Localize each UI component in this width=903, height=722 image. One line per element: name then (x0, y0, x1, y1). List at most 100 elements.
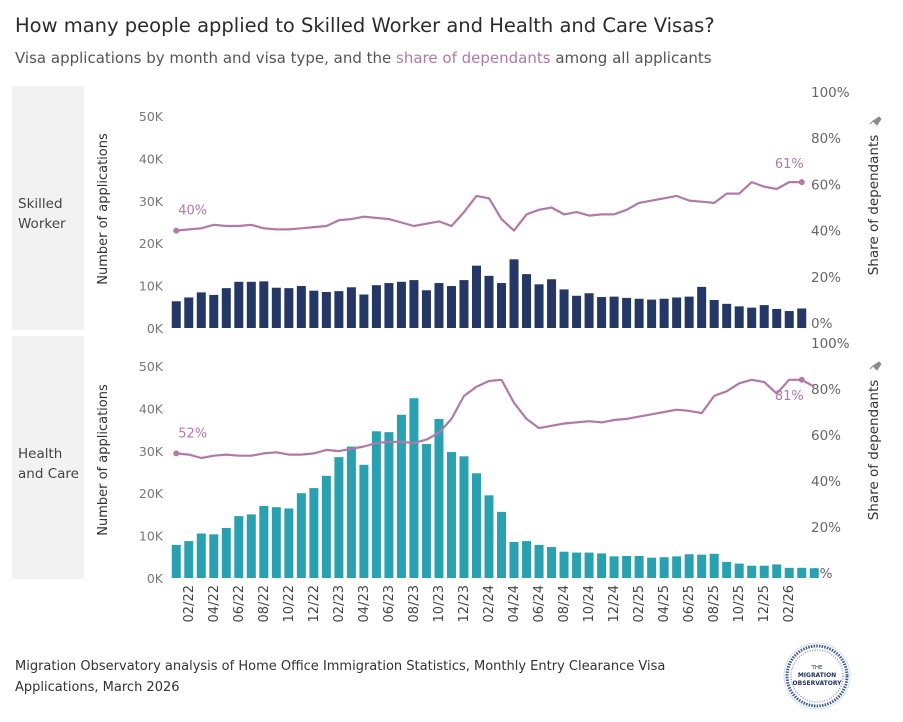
skilled-worker-y-right-label: Share of dependants (866, 135, 882, 276)
skilled-worker-bar (184, 297, 194, 328)
x-tick-label: 10/24 (582, 585, 597, 622)
skilled-worker-y-left-label: Number of applications (96, 133, 111, 285)
health-and-care-label-line: and Care (18, 466, 79, 482)
health-and-care-bar (196, 533, 206, 578)
health-and-care-bar (371, 431, 381, 578)
health-and-care-bar (634, 555, 644, 578)
x-tick-label: 06/23 (382, 585, 397, 622)
health-and-care-label-panel (12, 336, 84, 579)
skilled-worker-y-left-tick: 10K (139, 279, 164, 294)
x-tick-label: 04/25 (657, 585, 672, 622)
health-and-care-bar (734, 563, 744, 578)
skilled-worker-end-point (798, 179, 805, 186)
skilled-worker-end-label: 61% (775, 157, 804, 172)
health-and-care-bar (597, 553, 607, 578)
skilled-worker-y-right-tick: 0% (811, 316, 833, 332)
x-tick-label: 02/23 (332, 585, 347, 622)
skilled-worker-bar (484, 275, 494, 328)
health-and-care-bar (559, 551, 569, 578)
skilled-worker-bar (421, 290, 431, 328)
health-and-care-y-left-tick: 0K (147, 571, 164, 586)
chart-title: How many people applied to Skilled Worke… (15, 14, 715, 37)
health-and-care-bar (384, 432, 394, 578)
health-and-care-bar (497, 511, 507, 578)
health-and-care-pin-icon (869, 361, 882, 371)
health-and-care-bar (759, 565, 769, 578)
skilled-worker-bar (584, 293, 594, 328)
health-and-care-bar (396, 414, 406, 578)
skilled-worker-bar (409, 280, 419, 328)
health-and-care-y-right-tick: 100% (811, 336, 850, 352)
skilled-worker-bar (547, 279, 557, 328)
logo-line-3: OBSERVATORY (793, 680, 843, 687)
health-and-care-bar (584, 552, 594, 578)
health-and-care-bar (234, 516, 244, 578)
skilled-worker-bar (684, 296, 694, 328)
health-and-care-y-left-tick: 30K (139, 444, 164, 459)
skilled-worker-bar (759, 305, 769, 328)
skilled-worker-bar (722, 303, 732, 328)
skilled-worker-bar (296, 286, 306, 328)
health-and-care-start-label: 52% (178, 426, 207, 441)
skilled-worker-y-left-tick: 30K (139, 194, 164, 209)
health-and-care-bar (509, 541, 519, 578)
skilled-worker-bar (497, 283, 507, 328)
health-and-care-bar (522, 541, 532, 578)
health-and-care-y-left-tick: 50K (139, 359, 164, 374)
skilled-worker-y-right-tick: 40% (811, 224, 841, 240)
health-and-care-bar (446, 452, 456, 578)
skilled-worker-bar (659, 298, 669, 328)
health-and-care-y-left-label: Number of applications (96, 384, 111, 536)
skilled-worker-bar (559, 289, 569, 328)
health-and-care-bar (772, 564, 782, 578)
skilled-worker-bar (734, 306, 744, 328)
health-and-care-bar (747, 565, 757, 578)
subtitle-text-before: Visa applications by month and visa type… (15, 49, 397, 67)
health-and-care-bar (547, 547, 557, 578)
skilled-worker-bar (609, 296, 619, 328)
health-and-care-bar (171, 544, 181, 578)
health-and-care-bar (722, 561, 732, 578)
skilled-worker-y-left-tick: 20K (139, 236, 164, 251)
health-and-care-bar (534, 544, 544, 578)
health-and-care-bar (184, 541, 194, 578)
health-and-care-bar (284, 508, 294, 578)
health-and-care-bar (484, 495, 494, 578)
skilled-worker-label-line: Worker (18, 216, 66, 232)
skilled-worker-bar (572, 295, 582, 328)
skilled-worker-bar (171, 301, 181, 328)
health-and-care-bar (271, 507, 281, 578)
health-and-care-bar (684, 554, 694, 578)
x-tick-label: 06/24 (532, 585, 547, 622)
source-note: Migration Observatory analysis of Home O… (15, 659, 666, 695)
health-and-care-bar (459, 456, 469, 578)
health-and-care-bar (209, 534, 219, 578)
health-and-care-bar (809, 568, 819, 578)
health-and-care-bar (421, 444, 431, 578)
skilled-worker-bar (471, 265, 481, 328)
skilled-worker-bar (534, 284, 544, 328)
skilled-worker-bar (346, 287, 356, 328)
visa-applications-chart: Skilled Worker 0K 10K 20K 30K 40K 50K Number of … (12, 85, 882, 622)
x-tick-label: 10/22 (282, 585, 297, 622)
chart-subtitle: Visa applications by month and visa type… (15, 49, 712, 67)
skilled-worker-label-line: Skilled (18, 196, 63, 212)
health-and-care-bar (296, 493, 306, 578)
x-tick-label: 06/22 (232, 585, 247, 622)
x-tick-label: 12/24 (607, 585, 622, 622)
health-and-care-y-left-tick: 40K (139, 401, 164, 416)
skilled-worker-bar (209, 294, 219, 328)
logo-line-1: THE (811, 665, 823, 671)
skilled-worker-bar (371, 285, 381, 328)
health-and-care-bar (622, 555, 632, 578)
skilled-worker-bar (647, 299, 657, 328)
x-tick-label: 02/22 (182, 585, 197, 622)
health-and-care-y-left-tick: 10K (139, 529, 164, 544)
skilled-worker-bar (271, 287, 281, 328)
x-tick-label: 12/22 (307, 585, 322, 622)
skilled-worker-bar (434, 283, 444, 328)
subtitle-highlight: share of dependants (396, 49, 551, 67)
x-tick-label: 12/23 (457, 585, 472, 622)
health-and-care-bar (471, 473, 481, 578)
skilled-worker-bar (772, 308, 782, 328)
